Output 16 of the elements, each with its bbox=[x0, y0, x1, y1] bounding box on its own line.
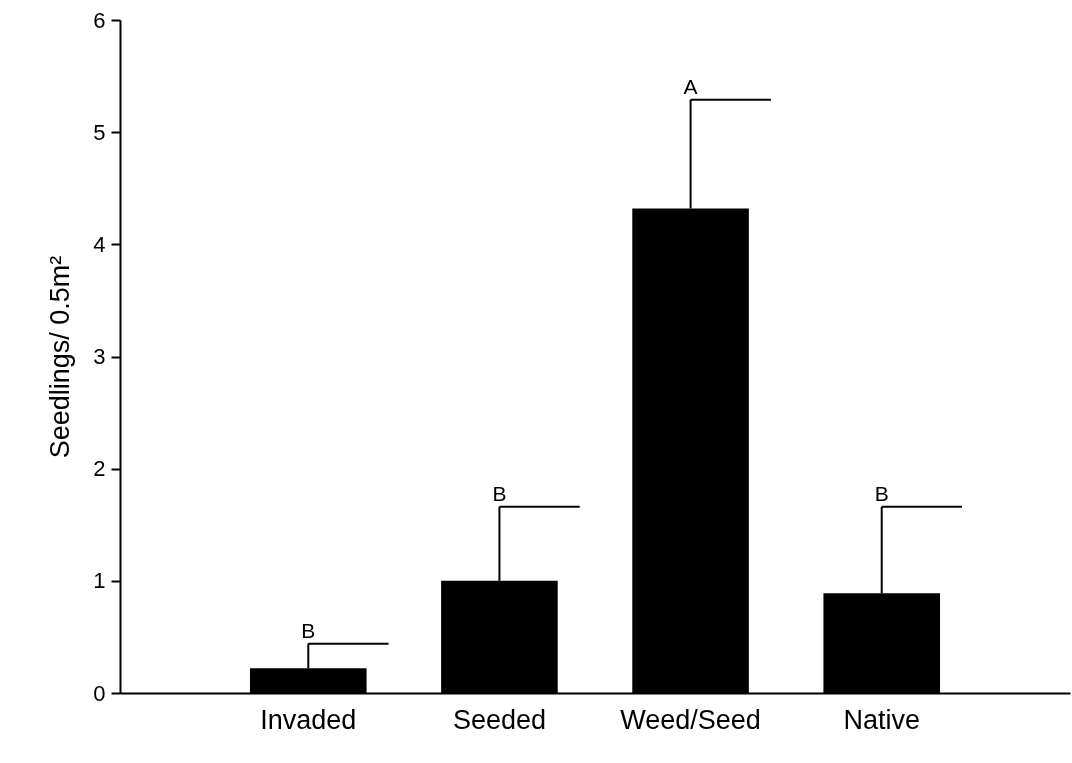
x-tick-label: Seeded bbox=[452, 704, 546, 735]
y-tick-label: 3 bbox=[93, 344, 106, 369]
annotation: B bbox=[301, 618, 316, 642]
y-tick-label: 6 bbox=[93, 7, 106, 33]
y-tick-label: 0 bbox=[93, 680, 106, 706]
y-axis-title: Seedlings/ 0.5m² bbox=[45, 255, 76, 459]
annotation: B bbox=[492, 481, 507, 505]
x-tick-label: Invaded bbox=[260, 704, 357, 735]
annotation: B bbox=[874, 481, 889, 505]
x-tick-label: Native bbox=[843, 704, 920, 735]
annotation: A bbox=[683, 74, 698, 98]
y-tick-label: 1 bbox=[93, 568, 106, 594]
y-tick-label: 5 bbox=[93, 119, 106, 145]
y-tick-label: 4 bbox=[93, 231, 106, 257]
y-tick-label: 2 bbox=[93, 456, 106, 482]
x-tick-label: Weed/Seed bbox=[620, 704, 761, 735]
